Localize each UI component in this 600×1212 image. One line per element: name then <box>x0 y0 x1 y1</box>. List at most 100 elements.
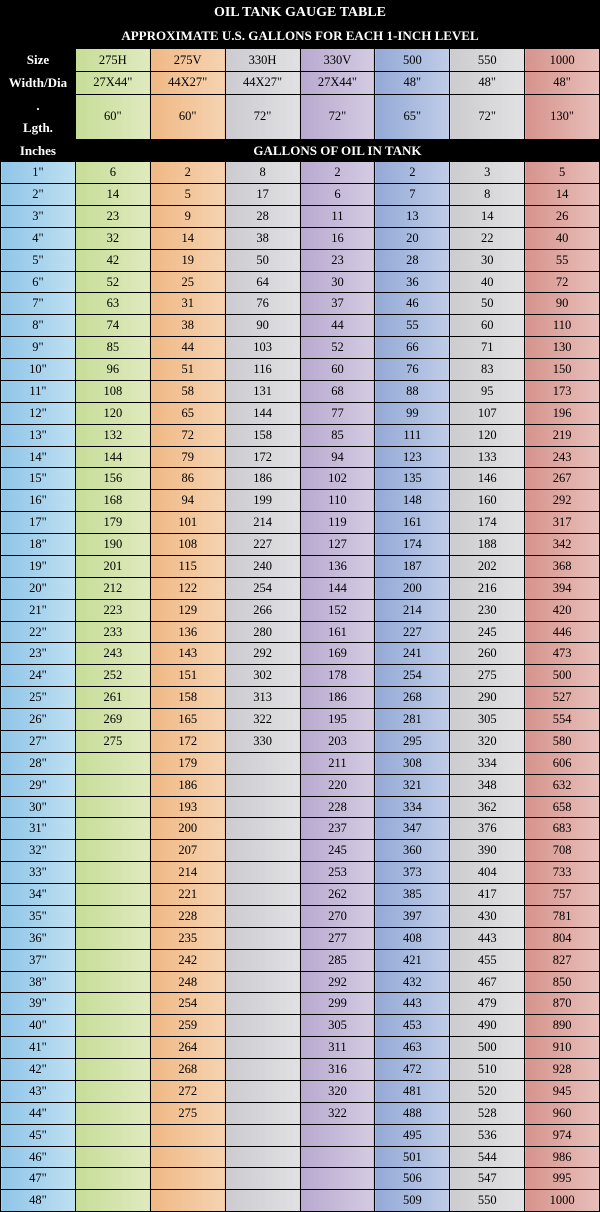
data-cell: 127 <box>300 534 375 556</box>
col-width: 48" <box>525 71 600 94</box>
data-cell <box>75 1168 150 1190</box>
col-length: 60" <box>150 94 225 139</box>
table-row: 35"228270397430781 <box>1 905 600 927</box>
data-cell <box>75 1037 150 1059</box>
table-row: 40"259305453490890 <box>1 1015 600 1037</box>
data-cell: 14 <box>525 184 600 206</box>
data-cell: 264 <box>150 1037 225 1059</box>
data-cell: 123 <box>375 446 450 468</box>
data-cell: 214 <box>375 599 450 621</box>
row-label: 27" <box>1 730 76 752</box>
row-label: 3" <box>1 205 76 227</box>
header-dot-row: . 60" 60" 72" 72" 65" 72" 130" <box>1 94 600 117</box>
data-cell: 190 <box>75 534 150 556</box>
data-cell: 362 <box>450 796 525 818</box>
data-cell: 17 <box>225 184 300 206</box>
row-label: 10" <box>1 359 76 381</box>
data-cell <box>75 1146 150 1168</box>
table-row: 31"200237347376683 <box>1 818 600 840</box>
data-cell: 910 <box>525 1037 600 1059</box>
data-cell: 500 <box>450 1037 525 1059</box>
data-cell <box>75 884 150 906</box>
data-cell: 37 <box>300 293 375 315</box>
data-cell: 254 <box>150 993 225 1015</box>
data-cell: 85 <box>75 337 150 359</box>
table-row: 38"248292432467850 <box>1 971 600 993</box>
data-cell <box>225 1146 300 1168</box>
row-label: 42" <box>1 1059 76 1081</box>
data-cell: 174 <box>375 534 450 556</box>
table-row: 43"272320481520945 <box>1 1080 600 1102</box>
data-cell: 330 <box>225 730 300 752</box>
data-cell: 360 <box>375 840 450 862</box>
data-cell: 390 <box>450 840 525 862</box>
table-row: 29"186220321348632 <box>1 774 600 796</box>
header-width-row: Width/Dia 27X44" 44X27" 44X27" 27X44" 48… <box>1 71 600 94</box>
data-cell: 108 <box>150 534 225 556</box>
data-cell: 158 <box>150 687 225 709</box>
data-cell <box>225 884 300 906</box>
data-cell: 554 <box>525 709 600 731</box>
data-cell: 708 <box>525 840 600 862</box>
data-cell: 266 <box>225 599 300 621</box>
data-cell: 63 <box>75 293 150 315</box>
data-cell: 115 <box>150 555 225 577</box>
data-cell: 172 <box>225 446 300 468</box>
row-label: 12" <box>1 402 76 424</box>
row-label: 39" <box>1 993 76 1015</box>
table-row: 18"190108227127174188342 <box>1 534 600 556</box>
data-cell: 102 <box>300 468 375 490</box>
data-cell: 122 <box>150 577 225 599</box>
data-cell <box>225 796 300 818</box>
data-cell <box>225 1124 300 1146</box>
data-cell: 220 <box>300 774 375 796</box>
data-cell: 479 <box>450 993 525 1015</box>
data-cell: 119 <box>300 512 375 534</box>
data-cell: 928 <box>525 1059 600 1081</box>
data-cell: 148 <box>375 490 450 512</box>
data-cell: 83 <box>450 359 525 381</box>
data-cell: 580 <box>525 730 600 752</box>
data-cell: 373 <box>375 862 450 884</box>
data-cell: 46 <box>375 293 450 315</box>
data-cell: 490 <box>450 1015 525 1037</box>
data-cell: 179 <box>150 752 225 774</box>
data-cell: 152 <box>300 599 375 621</box>
data-cell: 38 <box>150 315 225 337</box>
row-label: 40" <box>1 1015 76 1037</box>
table-row: 42"268316472510928 <box>1 1059 600 1081</box>
header-length-label: Lgth. <box>1 117 76 140</box>
data-cell: 95 <box>450 380 525 402</box>
data-cell: 136 <box>300 555 375 577</box>
data-cell: 65 <box>150 402 225 424</box>
data-cell: 253 <box>300 862 375 884</box>
data-cell: 481 <box>375 1080 450 1102</box>
data-cell: 9 <box>150 205 225 227</box>
data-cell: 19 <box>150 249 225 271</box>
col-width: 48" <box>450 71 525 94</box>
table-row: 6"52256430364072 <box>1 271 600 293</box>
col-header: 275H <box>75 49 150 72</box>
row-label: 15" <box>1 468 76 490</box>
data-cell <box>300 1146 375 1168</box>
data-cell: 632 <box>525 774 600 796</box>
data-cell: 260 <box>450 643 525 665</box>
data-cell <box>225 1037 300 1059</box>
table-row: 13"1327215885111120219 <box>1 424 600 446</box>
data-cell <box>225 927 300 949</box>
data-cell: 25 <box>150 271 225 293</box>
data-cell <box>75 1102 150 1124</box>
row-label: 17" <box>1 512 76 534</box>
row-label: 24" <box>1 665 76 687</box>
row-label: 41" <box>1 1037 76 1059</box>
data-cell: 26 <box>525 205 600 227</box>
data-cell: 144 <box>300 577 375 599</box>
data-cell: 376 <box>450 818 525 840</box>
row-label: 36" <box>1 927 76 949</box>
data-cell: 31 <box>150 293 225 315</box>
data-cell: 14 <box>450 205 525 227</box>
data-cell: 290 <box>450 687 525 709</box>
data-cell: 472 <box>375 1059 450 1081</box>
data-cell: 2 <box>150 162 225 184</box>
data-cell: 23 <box>75 205 150 227</box>
